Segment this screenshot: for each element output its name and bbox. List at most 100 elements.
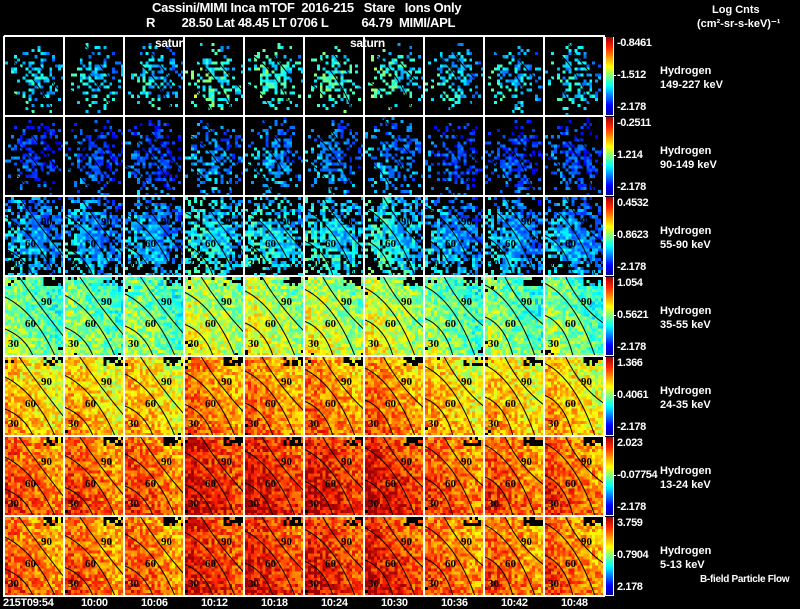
contour-line bbox=[65, 455, 116, 516]
contour-overlay: 30 60 90 bbox=[365, 517, 424, 596]
heatmap-panel: 30 60 90 bbox=[545, 277, 604, 356]
heatmap-image bbox=[65, 517, 124, 596]
colorbar-max-label: 3.759 bbox=[617, 517, 643, 529]
contour-line bbox=[425, 446, 476, 516]
grid-vline bbox=[423, 36, 425, 597]
contour-line bbox=[504, 37, 544, 86]
contour-line bbox=[365, 527, 416, 596]
heatmap-image bbox=[125, 37, 184, 116]
contour-line bbox=[200, 517, 244, 573]
heatmap-image bbox=[125, 117, 184, 196]
contour-line bbox=[18, 37, 64, 98]
heatmap-panel bbox=[65, 37, 124, 116]
heatmap-image bbox=[245, 197, 304, 276]
contour-line bbox=[565, 517, 604, 564]
species-name: Hydrogen bbox=[660, 465, 712, 477]
species-name: Hydrogen bbox=[660, 65, 712, 77]
contour-line bbox=[485, 444, 536, 516]
contour-overlay: 30 60 90 bbox=[125, 197, 184, 276]
contour-line bbox=[200, 437, 244, 493]
contour-line bbox=[365, 239, 394, 276]
heatmap-image bbox=[245, 37, 304, 116]
contour-line bbox=[245, 402, 274, 436]
contour-line bbox=[545, 555, 574, 596]
heatmap-panel: 30 60 90 bbox=[5, 197, 64, 276]
grid-vline bbox=[603, 36, 605, 597]
heatmap-panel: 30 60 90 bbox=[65, 357, 124, 436]
contour-line bbox=[365, 79, 394, 116]
contour-label: 30 bbox=[428, 258, 440, 270]
contour-overlay: 30 60 90 bbox=[125, 277, 184, 356]
colorbar bbox=[605, 37, 614, 116]
contour-overlay bbox=[305, 117, 364, 196]
contour-line bbox=[504, 277, 544, 326]
x-tick-label: 10:36 bbox=[441, 597, 468, 609]
heatmap-image bbox=[425, 277, 484, 356]
heatmap-image bbox=[425, 197, 484, 276]
contour-overlay: 30 60 90 bbox=[245, 197, 304, 276]
contour-overlay bbox=[65, 117, 124, 196]
contour-line bbox=[261, 277, 304, 332]
contour-label: 60 bbox=[25, 478, 37, 490]
contour-line bbox=[545, 363, 596, 436]
contour-label: 30 bbox=[248, 338, 260, 350]
heatmap-panel: 30 60 90 bbox=[245, 437, 304, 516]
contour-label: 90 bbox=[521, 376, 533, 388]
contour-label: 60 bbox=[25, 318, 37, 330]
contour-line bbox=[261, 517, 304, 572]
heatmap-image bbox=[185, 37, 244, 116]
heatmap-image bbox=[125, 277, 184, 356]
heatmap-panel bbox=[125, 37, 184, 116]
heatmap-panel: 30 60 90 bbox=[485, 197, 544, 276]
contour-label: 60 bbox=[325, 318, 337, 330]
heatmap-image bbox=[185, 197, 244, 276]
contour-line bbox=[245, 162, 274, 196]
heatmap-panel: 30 60 90 bbox=[5, 277, 64, 356]
heatmap-panel: 30 60 90 bbox=[185, 437, 244, 516]
contour-overlay: 30 60 90 bbox=[65, 197, 124, 276]
grid-vline bbox=[363, 36, 365, 597]
contour-label: 60 bbox=[85, 238, 97, 250]
contour-line bbox=[485, 284, 536, 356]
heatmap-panel: 30 60 90 bbox=[365, 277, 424, 356]
contour-label: 60 bbox=[25, 398, 37, 410]
contour-overlay bbox=[365, 37, 424, 116]
contour-overlay: 30 60 90 bbox=[545, 357, 604, 436]
contour-label: 30 bbox=[308, 498, 320, 510]
contour-label: 60 bbox=[565, 398, 577, 410]
contour-overlay: 30 60 90 bbox=[305, 437, 364, 516]
species-label: Hydrogen 35-55 keV bbox=[660, 304, 711, 332]
x-tick-label: 10:18 bbox=[261, 597, 288, 609]
contour-label: 90 bbox=[341, 296, 353, 308]
contour-label: 30 bbox=[248, 578, 260, 590]
contour-line bbox=[485, 156, 514, 196]
contour-line bbox=[5, 216, 56, 276]
heatmap-panel: 30 60 90 bbox=[485, 277, 544, 356]
contour-line bbox=[383, 517, 424, 569]
contour-line bbox=[65, 487, 94, 516]
contour-label: 30 bbox=[308, 418, 320, 430]
heatmap-image bbox=[65, 357, 124, 436]
grid-hline bbox=[4, 515, 605, 517]
grid-vline bbox=[183, 36, 185, 597]
contour-line bbox=[383, 357, 424, 409]
contour-label: 60 bbox=[445, 238, 457, 250]
contour-line bbox=[125, 453, 176, 516]
contour-label: 90 bbox=[521, 216, 533, 228]
contour-line bbox=[140, 197, 184, 255]
contour-line bbox=[65, 135, 116, 196]
contour-overlay: 30 60 90 bbox=[5, 437, 64, 516]
contour-line bbox=[140, 437, 184, 495]
contour-line bbox=[425, 238, 454, 276]
contour-line bbox=[5, 456, 56, 516]
heatmap-image bbox=[365, 277, 424, 356]
contour-label: 90 bbox=[161, 376, 173, 388]
contour-label: 60 bbox=[85, 398, 97, 410]
contour-line bbox=[125, 565, 154, 596]
heatmap-panel: 30 60 90 bbox=[65, 517, 124, 596]
heatmap-panel bbox=[305, 117, 364, 196]
colorbar-tick bbox=[613, 235, 616, 236]
contour-line bbox=[18, 437, 64, 498]
heatmap-image bbox=[185, 277, 244, 356]
grid-hline bbox=[4, 195, 605, 197]
